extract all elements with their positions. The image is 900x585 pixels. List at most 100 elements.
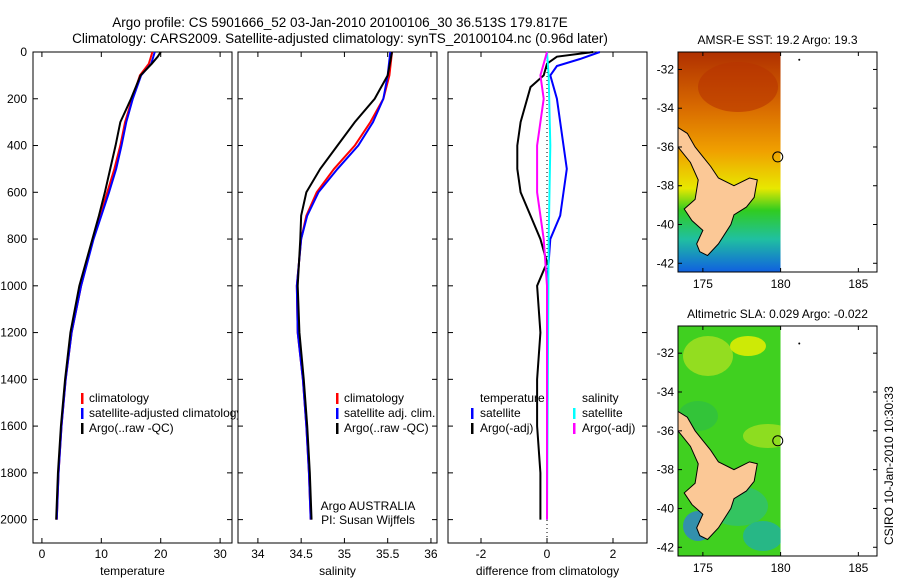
y-tick-label: 2000: [0, 513, 27, 527]
legend-swatch: [471, 408, 474, 419]
lat-tick-label: -32: [657, 62, 675, 76]
figure-title-line1: Argo profile: CS 5901666_52 03-Jan-2010 …: [112, 15, 568, 30]
x-tick-label: 0: [544, 547, 551, 561]
x-tick-label: -2: [476, 547, 487, 561]
lon-tick-label: 180: [771, 561, 791, 575]
lat-tick-label: -36: [657, 424, 675, 438]
legend-swatch: [573, 423, 576, 434]
y-tick-label: 800: [7, 232, 27, 246]
series-line-temperature-argo-adj-: [516, 51, 594, 520]
panel-salinity: 34 34.5 35 35.5 36 salinity climatologysatelli…: [237, 51, 438, 578]
annotation-text: Argo AUSTRALIA: [321, 499, 416, 513]
lat-tick-label: -32: [657, 346, 675, 360]
legend-swatch: [336, 423, 339, 434]
x-tick-label: 35: [338, 547, 352, 561]
lat-tick-label: -42: [657, 540, 675, 554]
legend-swatch: [336, 408, 339, 419]
island-dot: [798, 342, 801, 345]
legend-label: satellite: [480, 406, 521, 420]
legend-label: salinity: [582, 391, 619, 405]
panel-temperature: 0 10 20 30 0 200 400 600 800 1000 1200 1400 1600 1800…: [0, 45, 242, 578]
lat-tick-label: -34: [657, 385, 675, 399]
y-tick-label: 1800: [0, 466, 27, 480]
land-north-island: [678, 127, 758, 257]
legend-label: temperature: [480, 391, 545, 405]
legend-swatch: [81, 408, 84, 419]
series-line-salinity-satellite: [546, 51, 552, 520]
land-north-island: [678, 410, 758, 541]
map-sla_map: Altimetric SLA: 0.029 Argo: -0.022 175 180…: [657, 307, 878, 575]
field-layer: [678, 326, 781, 556]
y-tick-label: 1600: [0, 419, 27, 433]
x-axis-label: salinity: [319, 564, 356, 578]
sla-anomaly-patch: [683, 336, 733, 376]
lon-tick-label: 185: [848, 277, 868, 291]
map-title: Altimetric SLA: 0.029 Argo: -0.022: [687, 307, 868, 321]
map-frame: [677, 51, 878, 273]
x-axis-label: difference from climatology: [476, 564, 619, 578]
map-sst_map: AMSR-E SST: 19.2 Argo: 19.3 175 180 185 -32 -…: [657, 33, 878, 291]
axes-frame: [237, 51, 438, 544]
x-tick-label: 30: [213, 547, 227, 561]
lat-tick-label: -40: [657, 218, 675, 232]
sla-anomaly-patch: [743, 424, 781, 448]
legend-label: Argo(-adj): [582, 421, 635, 435]
lon-tick-label: 185: [848, 561, 868, 575]
annotation-text: PI: Susan Wijffels: [321, 513, 415, 527]
sla-anomaly-patch: [730, 336, 766, 356]
legend-swatch: [81, 393, 84, 404]
legend-label: climatology: [344, 391, 404, 405]
legend-swatch: [336, 393, 339, 404]
series-line-argo-raw-qc-: [296, 51, 393, 520]
y-tick-label: 1200: [0, 326, 27, 340]
x-tick-label: 2: [610, 547, 617, 561]
map-title: AMSR-E SST: 19.2 Argo: 19.3: [697, 33, 857, 47]
x-tick-label: 34: [251, 547, 265, 561]
y-tick-label: 600: [7, 185, 27, 199]
x-tick-label: 34.5: [289, 547, 313, 561]
legend-swatch: [573, 408, 576, 419]
lon-tick-label: 175: [693, 561, 713, 575]
lon-tick-label: 180: [771, 277, 791, 291]
sst-warm-patch: [698, 62, 778, 112]
island-dot: [798, 58, 801, 61]
figure-title-line2: Climatology: CARS2009. Satellite-adjuste…: [72, 31, 608, 46]
legend-label: satellite: [582, 406, 623, 420]
legend-label: satellite-adjusted climatology: [89, 406, 242, 420]
series-line-salinity-argo-adj-: [536, 51, 549, 520]
x-tick-label: 36: [424, 547, 438, 561]
x-tick-label: 35.5: [376, 547, 400, 561]
sla-anomaly-patch: [743, 521, 781, 551]
argo-position-marker: [772, 435, 784, 447]
y-tick-label: 1400: [0, 372, 27, 386]
panel-difference: -2 0 2 difference from climatology temperatu…: [447, 51, 648, 578]
map-frame: [677, 325, 878, 557]
x-tick-label: 10: [95, 547, 109, 561]
lat-tick-label: -40: [657, 501, 675, 515]
legend-label: Argo(..raw -QC): [344, 421, 429, 435]
lat-tick-label: -42: [657, 256, 675, 270]
lat-tick-label: -34: [657, 101, 675, 115]
lat-tick-label: -36: [657, 140, 675, 154]
legend-label: climatology: [89, 391, 149, 405]
y-tick-label: 0: [20, 45, 27, 59]
figure-panels: 0 10 20 30020040060080010001200140016001800…: [0, 33, 878, 578]
legend-swatch: [81, 423, 84, 434]
x-tick-label: 0: [39, 547, 46, 561]
field-layer: [678, 52, 781, 272]
argo-position-marker: [772, 151, 784, 163]
x-axis-label: temperature: [100, 564, 165, 578]
legend-label: satellite adj. clim.: [344, 406, 435, 420]
legend-swatch: [471, 423, 474, 434]
y-tick-label: 1000: [0, 279, 27, 293]
x-tick-label: 20: [154, 547, 168, 561]
y-tick-label: 200: [7, 92, 27, 106]
legend-label: Argo(..raw -QC): [89, 421, 174, 435]
lon-tick-label: 175: [693, 277, 713, 291]
series-line-argo-raw-qc-: [55, 51, 162, 520]
lat-tick-label: -38: [657, 463, 675, 477]
axes-frame: [32, 51, 233, 544]
legend-label: Argo(-adj): [480, 421, 533, 435]
lat-tick-label: -38: [657, 179, 675, 193]
